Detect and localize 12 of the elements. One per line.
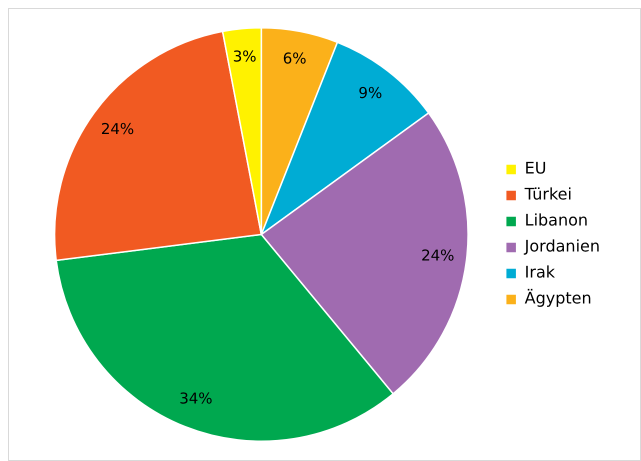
data-label: 9% [358,84,382,102]
data-label: 24% [100,120,134,138]
legend-label: Türkei [524,184,572,204]
legend-label: EU [524,158,546,178]
data-label: 24% [421,246,454,265]
data-label: 3% [232,47,256,66]
data-label: 6% [282,50,307,68]
data-label: 34% [179,390,213,408]
legend-label: Ägypten [524,288,592,308]
legend-label: Libanon [524,210,588,230]
legend-label: Irak [524,262,556,282]
legend-label: Jordanien [524,236,600,256]
